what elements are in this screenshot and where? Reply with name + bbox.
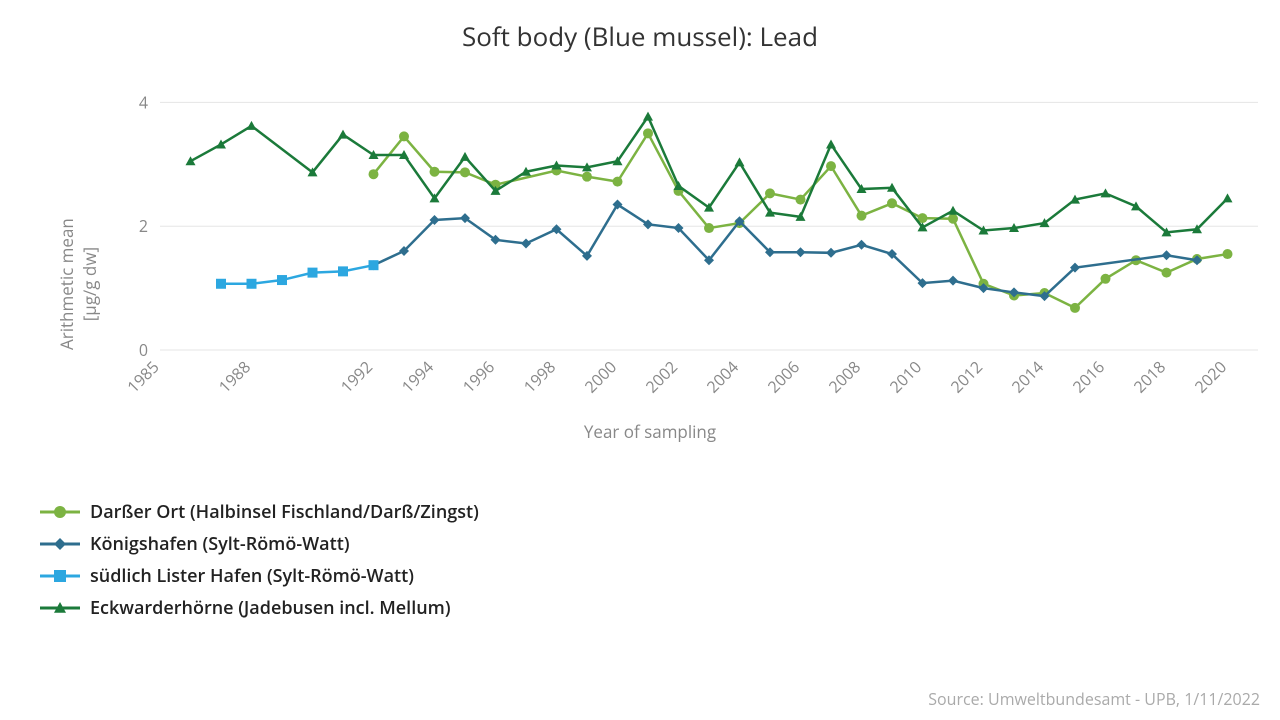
legend-label: Darßer Ort (Halbinsel Fischland/Darß/Zin… bbox=[90, 500, 479, 524]
svg-text:2016: 2016 bbox=[1068, 356, 1109, 397]
legend-item: Königshafen (Sylt-Römö-Watt) bbox=[40, 532, 479, 556]
svg-text:2: 2 bbox=[139, 215, 148, 237]
svg-text:2012: 2012 bbox=[946, 356, 987, 397]
legend-item: Eckwarderhörne (Jadebusen incl. Mellum) bbox=[40, 596, 479, 620]
svg-text:2014: 2014 bbox=[1007, 356, 1048, 397]
svg-text:2006: 2006 bbox=[763, 356, 804, 397]
legend-marker-icon bbox=[40, 566, 80, 586]
legend-marker-icon bbox=[40, 598, 80, 618]
chart-title: Soft body (Blue mussel): Lead bbox=[0, 18, 1280, 54]
svg-text:1994: 1994 bbox=[397, 356, 438, 397]
chart-svg: 0241985198819921994199619982000200220042… bbox=[40, 70, 1260, 450]
svg-text:1998: 1998 bbox=[519, 356, 560, 397]
legend-item: südlich Lister Hafen (Sylt-Römö-Watt) bbox=[40, 564, 479, 588]
legend-item: Darßer Ort (Halbinsel Fischland/Darß/Zin… bbox=[40, 500, 479, 524]
x-axis-label: Year of sampling bbox=[40, 420, 1260, 443]
source-text: Source: Umweltbundesamt - UPB, 1/11/2022 bbox=[928, 688, 1260, 710]
svg-text:2002: 2002 bbox=[641, 356, 682, 397]
legend-label: Königshafen (Sylt-Römö-Watt) bbox=[90, 532, 350, 556]
legend-label: Eckwarderhörne (Jadebusen incl. Mellum) bbox=[90, 596, 451, 620]
legend-marker-icon bbox=[40, 502, 80, 522]
svg-text:1996: 1996 bbox=[458, 356, 499, 397]
svg-text:1988: 1988 bbox=[214, 356, 255, 397]
svg-text:2004: 2004 bbox=[702, 356, 743, 397]
legend-label: südlich Lister Hafen (Sylt-Römö-Watt) bbox=[90, 564, 414, 588]
svg-text:1992: 1992 bbox=[336, 356, 377, 397]
plot-area: Arithmetic mean [µg/g dw] 02419851988199… bbox=[40, 70, 1260, 450]
svg-text:2010: 2010 bbox=[885, 356, 926, 397]
svg-text:1985: 1985 bbox=[122, 356, 163, 397]
svg-text:2000: 2000 bbox=[580, 356, 621, 397]
legend: Darßer Ort (Halbinsel Fischland/Darß/Zin… bbox=[40, 500, 479, 628]
legend-marker-icon bbox=[40, 534, 80, 554]
chart-container: Soft body (Blue mussel): Lead Arithmetic… bbox=[0, 0, 1280, 720]
svg-text:2018: 2018 bbox=[1129, 356, 1170, 397]
svg-text:2008: 2008 bbox=[824, 356, 865, 397]
y-axis-label: Arithmetic mean [µg/g dw] bbox=[55, 218, 101, 350]
svg-text:2020: 2020 bbox=[1190, 356, 1231, 397]
svg-text:4: 4 bbox=[139, 91, 148, 113]
